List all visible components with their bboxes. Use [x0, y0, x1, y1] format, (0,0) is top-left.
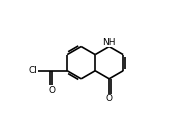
Text: O: O: [49, 86, 56, 95]
Text: NH: NH: [102, 38, 116, 46]
Text: O: O: [106, 94, 113, 103]
Text: Cl: Cl: [28, 66, 38, 75]
